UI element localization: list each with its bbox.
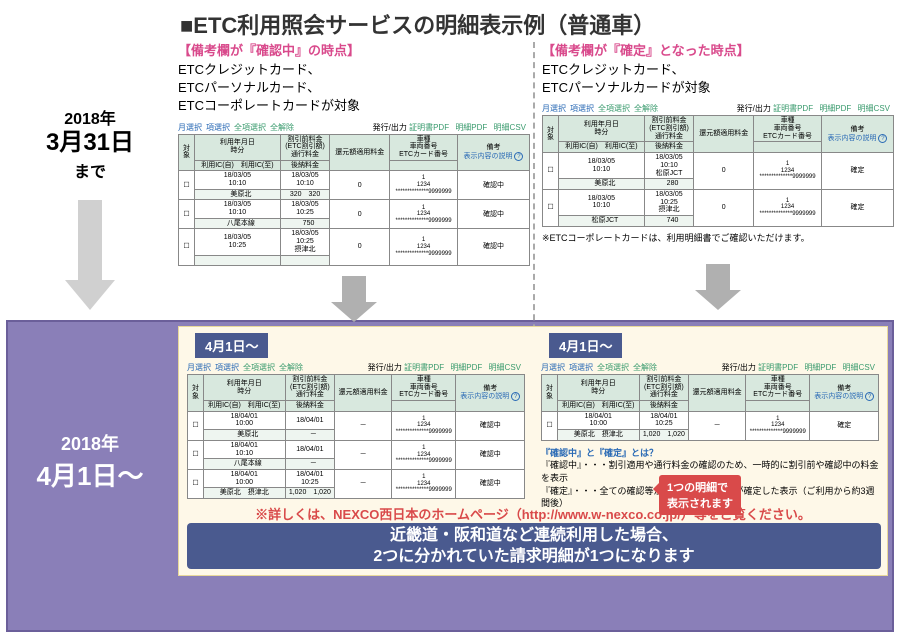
left-section: 【備考欄が『確認中』の時点】 ETCクレジットカード、ETCパーソナルカード、E… (178, 40, 530, 332)
table-row: ☐18/03/0510:1018/03/0510:25011234*******… (179, 200, 530, 218)
select-all[interactable]: 全項選択 (598, 104, 630, 113)
select-all[interactable]: 全項選択 (597, 363, 629, 372)
item-select[interactable]: 項選択 (206, 123, 230, 132)
help-icon[interactable]: ? (514, 152, 523, 161)
bottom-banner: 近畿道・阪和道など連続利用した場合、2つに分かれていた請求明細が1つになります (187, 523, 881, 569)
cert-pdf[interactable]: 証明書PDF (409, 123, 449, 132)
table-row: ☐18/03/0510:2518/03/0510:25摂津北011234****… (179, 229, 530, 255)
item-select[interactable]: 項選択 (215, 363, 239, 372)
clear-all[interactable]: 全解除 (633, 363, 657, 372)
row-checkbox[interactable]: ☐ (543, 153, 559, 190)
flow-arrow-icon (329, 274, 379, 324)
row-checkbox[interactable]: ☐ (543, 189, 559, 226)
table-toolbar: 月選択項選択全項選択全解除 発行/出力 証明書PDF 明細PDF 明細CSV (178, 122, 530, 133)
item-select[interactable]: 項選択 (569, 363, 593, 372)
date-before: 2018年 3月31日 まで (20, 105, 160, 182)
left-cards: ETCクレジットカード、ETCパーソナルカード、ETCコーポレートカードが対象 (178, 61, 530, 116)
bikou-help-link[interactable]: 表示内容の説明 (463, 153, 512, 160)
table-row: ☐18/04/0110:1018/04/01－11234************… (188, 440, 525, 458)
right-cards: ETCクレジットカード、ETCパーソナルカードが対象 (542, 61, 894, 97)
table-row: ☐18/04/0110:0018/04/01－11234************… (188, 411, 525, 429)
table-toolbar: 月選択項選択全項選択全解除 発行/出力 証明書PDF 明細PDF 明細CSV (542, 103, 894, 114)
after-year: 2018年 (20, 430, 160, 456)
clear-all[interactable]: 全解除 (634, 104, 658, 113)
help-icon[interactable]: ? (865, 392, 874, 401)
table-row: ☐18/03/0510:1018/03/0510:10011234*******… (179, 171, 530, 189)
table-row: ☐18/03/0510:1018/03/0510:10松原JCT011234**… (543, 153, 894, 179)
month-select[interactable]: 月選択 (541, 363, 565, 372)
detail-table: 対象利用年月日時分割引前料金(ETC割引額)通行料金還元額適用料金車種車両番号E… (187, 374, 525, 499)
date-after: 2018年 4月1日～ (20, 430, 160, 493)
detail-table: 対象利用年月日時分割引前料金(ETC割引額)通行料金還元額適用料金車種車両番号E… (541, 374, 879, 441)
content-area: 【備考欄が『確認中』の時点】 ETCクレジットカード、ETCパーソナルカード、E… (178, 40, 894, 332)
row-checkbox[interactable]: ☐ (188, 411, 204, 440)
table-toolbar: 月選択項選択全項選択全解除 発行/出力 証明書PDF 明細PDF 明細CSV (541, 362, 879, 373)
bikou-help-link[interactable]: 表示内容の説明 (460, 393, 509, 400)
before-suffix: まで (20, 158, 160, 182)
footer-note: ※詳しくは、NEXCO西日本のホームページ（http://www.w-nexco… (179, 504, 887, 523)
output-label: 発行/出力 (368, 363, 402, 372)
right-section: 【備考欄が『確定』となった時点】 ETCクレジットカード、ETCパーソナルカード… (542, 40, 894, 332)
detail-csv[interactable]: 明細CSV (489, 363, 521, 372)
table-after-right: 月選択項選択全項選択全解除 発行/出力 証明書PDF 明細PDF 明細CSV 対象利… (541, 362, 879, 441)
detail-csv[interactable]: 明細CSV (858, 104, 890, 113)
cream-panel: 4月1日～ 月選択項選択全項選択全解除発行/出力 証明書PDF 明細PDF 明細… (178, 326, 888, 576)
row-checkbox[interactable]: ☐ (179, 200, 195, 229)
detail-csv[interactable]: 明細CSV (843, 363, 875, 372)
before-year: 2018年 (20, 105, 160, 129)
date-tag-right: 4月1日～ (549, 333, 622, 358)
item-select[interactable]: 項選択 (570, 104, 594, 113)
month-select[interactable]: 月選択 (542, 104, 566, 113)
detail-table: 対象利用年月日時分割引前料金(ETC割引額)通行料金還元額適用料金車種車両番号E… (178, 134, 530, 267)
flow-arrow-icon (693, 262, 743, 312)
main-title: ■ETC利用照会サービスの明細表示例（普通車） (180, 8, 655, 40)
detail-csv[interactable]: 明細CSV (494, 123, 526, 132)
row-checkbox[interactable]: ☐ (542, 411, 558, 440)
help-icon[interactable]: ? (511, 392, 520, 401)
detail-pdf[interactable]: 明細PDF (450, 363, 482, 372)
cert-pdf[interactable]: 証明書PDF (773, 104, 813, 113)
cream-left: 4月1日～ 月選択項選択全項選択全解除 発行/出力 証明書PDF 明細PDF 明細… (187, 327, 525, 510)
row-checkbox[interactable]: ☐ (179, 229, 195, 266)
bikou-help-link[interactable]: 表示内容の説明 (827, 135, 876, 142)
table-before-right: 月選択項選択全項選択全解除 発行/出力 証明書PDF 明細PDF 明細CSV 対象利… (542, 103, 894, 226)
left-subtitle: 【備考欄が『確認中』の時点】 (178, 40, 530, 59)
table-before-left: 月選択項選択全項選択全解除 発行/出力 証明書PDF 明細PDF 明細CSV 対象利… (178, 122, 530, 267)
output-label: 発行/出力 (737, 104, 771, 113)
arrow-down-icon (65, 200, 115, 310)
row-checkbox[interactable]: ☐ (188, 469, 204, 498)
explain-title: 『確認中』と『確定』とは？ (541, 447, 879, 460)
month-select[interactable]: 月選択 (178, 123, 202, 132)
date-tag-left: 4月1日～ (195, 333, 268, 358)
cert-pdf[interactable]: 証明書PDF (758, 363, 798, 372)
row-checkbox[interactable]: ☐ (179, 171, 195, 200)
before-md: 3月31日 (20, 129, 160, 158)
month-select[interactable]: 月選択 (187, 363, 211, 372)
right-subtitle: 【備考欄が『確定』となった時点】 (542, 40, 894, 59)
detail-table: 対象利用年月日時分割引前料金(ETC割引額)通行料金還元額適用料金車種車両番号E… (542, 115, 894, 226)
detail-pdf[interactable]: 明細PDF (455, 123, 487, 132)
cert-pdf[interactable]: 証明書PDF (404, 363, 444, 372)
table-after-left: 月選択項選択全項選択全解除 発行/出力 証明書PDF 明細PDF 明細CSV 対象利… (187, 362, 525, 499)
after-md: 4月1日～ (20, 456, 160, 493)
help-icon[interactable]: ? (878, 134, 887, 143)
clear-all[interactable]: 全解除 (279, 363, 303, 372)
table-toolbar: 月選択項選択全項選択全解除 発行/出力 証明書PDF 明細PDF 明細CSV (187, 362, 525, 373)
table-row: ☐18/04/0110:0018/04/0110:25－11234*******… (188, 469, 525, 487)
table-row: ☐18/03/0510:1018/03/0510:25摂津北011234****… (543, 189, 894, 215)
corp-note: ※ETCコーポレートカードは、利用明細書でご確認いただけます。 (542, 231, 894, 244)
row-checkbox[interactable]: ☐ (188, 440, 204, 469)
bikou-help-link[interactable]: 表示内容の説明 (814, 393, 863, 400)
select-all[interactable]: 全項選択 (234, 123, 266, 132)
table-row: ☐18/04/0110:0018/04/0110:25－11234*******… (542, 411, 879, 429)
output-label: 発行/出力 (722, 363, 756, 372)
output-label: 発行/出力 (373, 123, 407, 132)
detail-pdf[interactable]: 明細PDF (804, 363, 836, 372)
select-all[interactable]: 全項選択 (243, 363, 275, 372)
clear-all[interactable]: 全解除 (270, 123, 294, 132)
detail-pdf[interactable]: 明細PDF (819, 104, 851, 113)
